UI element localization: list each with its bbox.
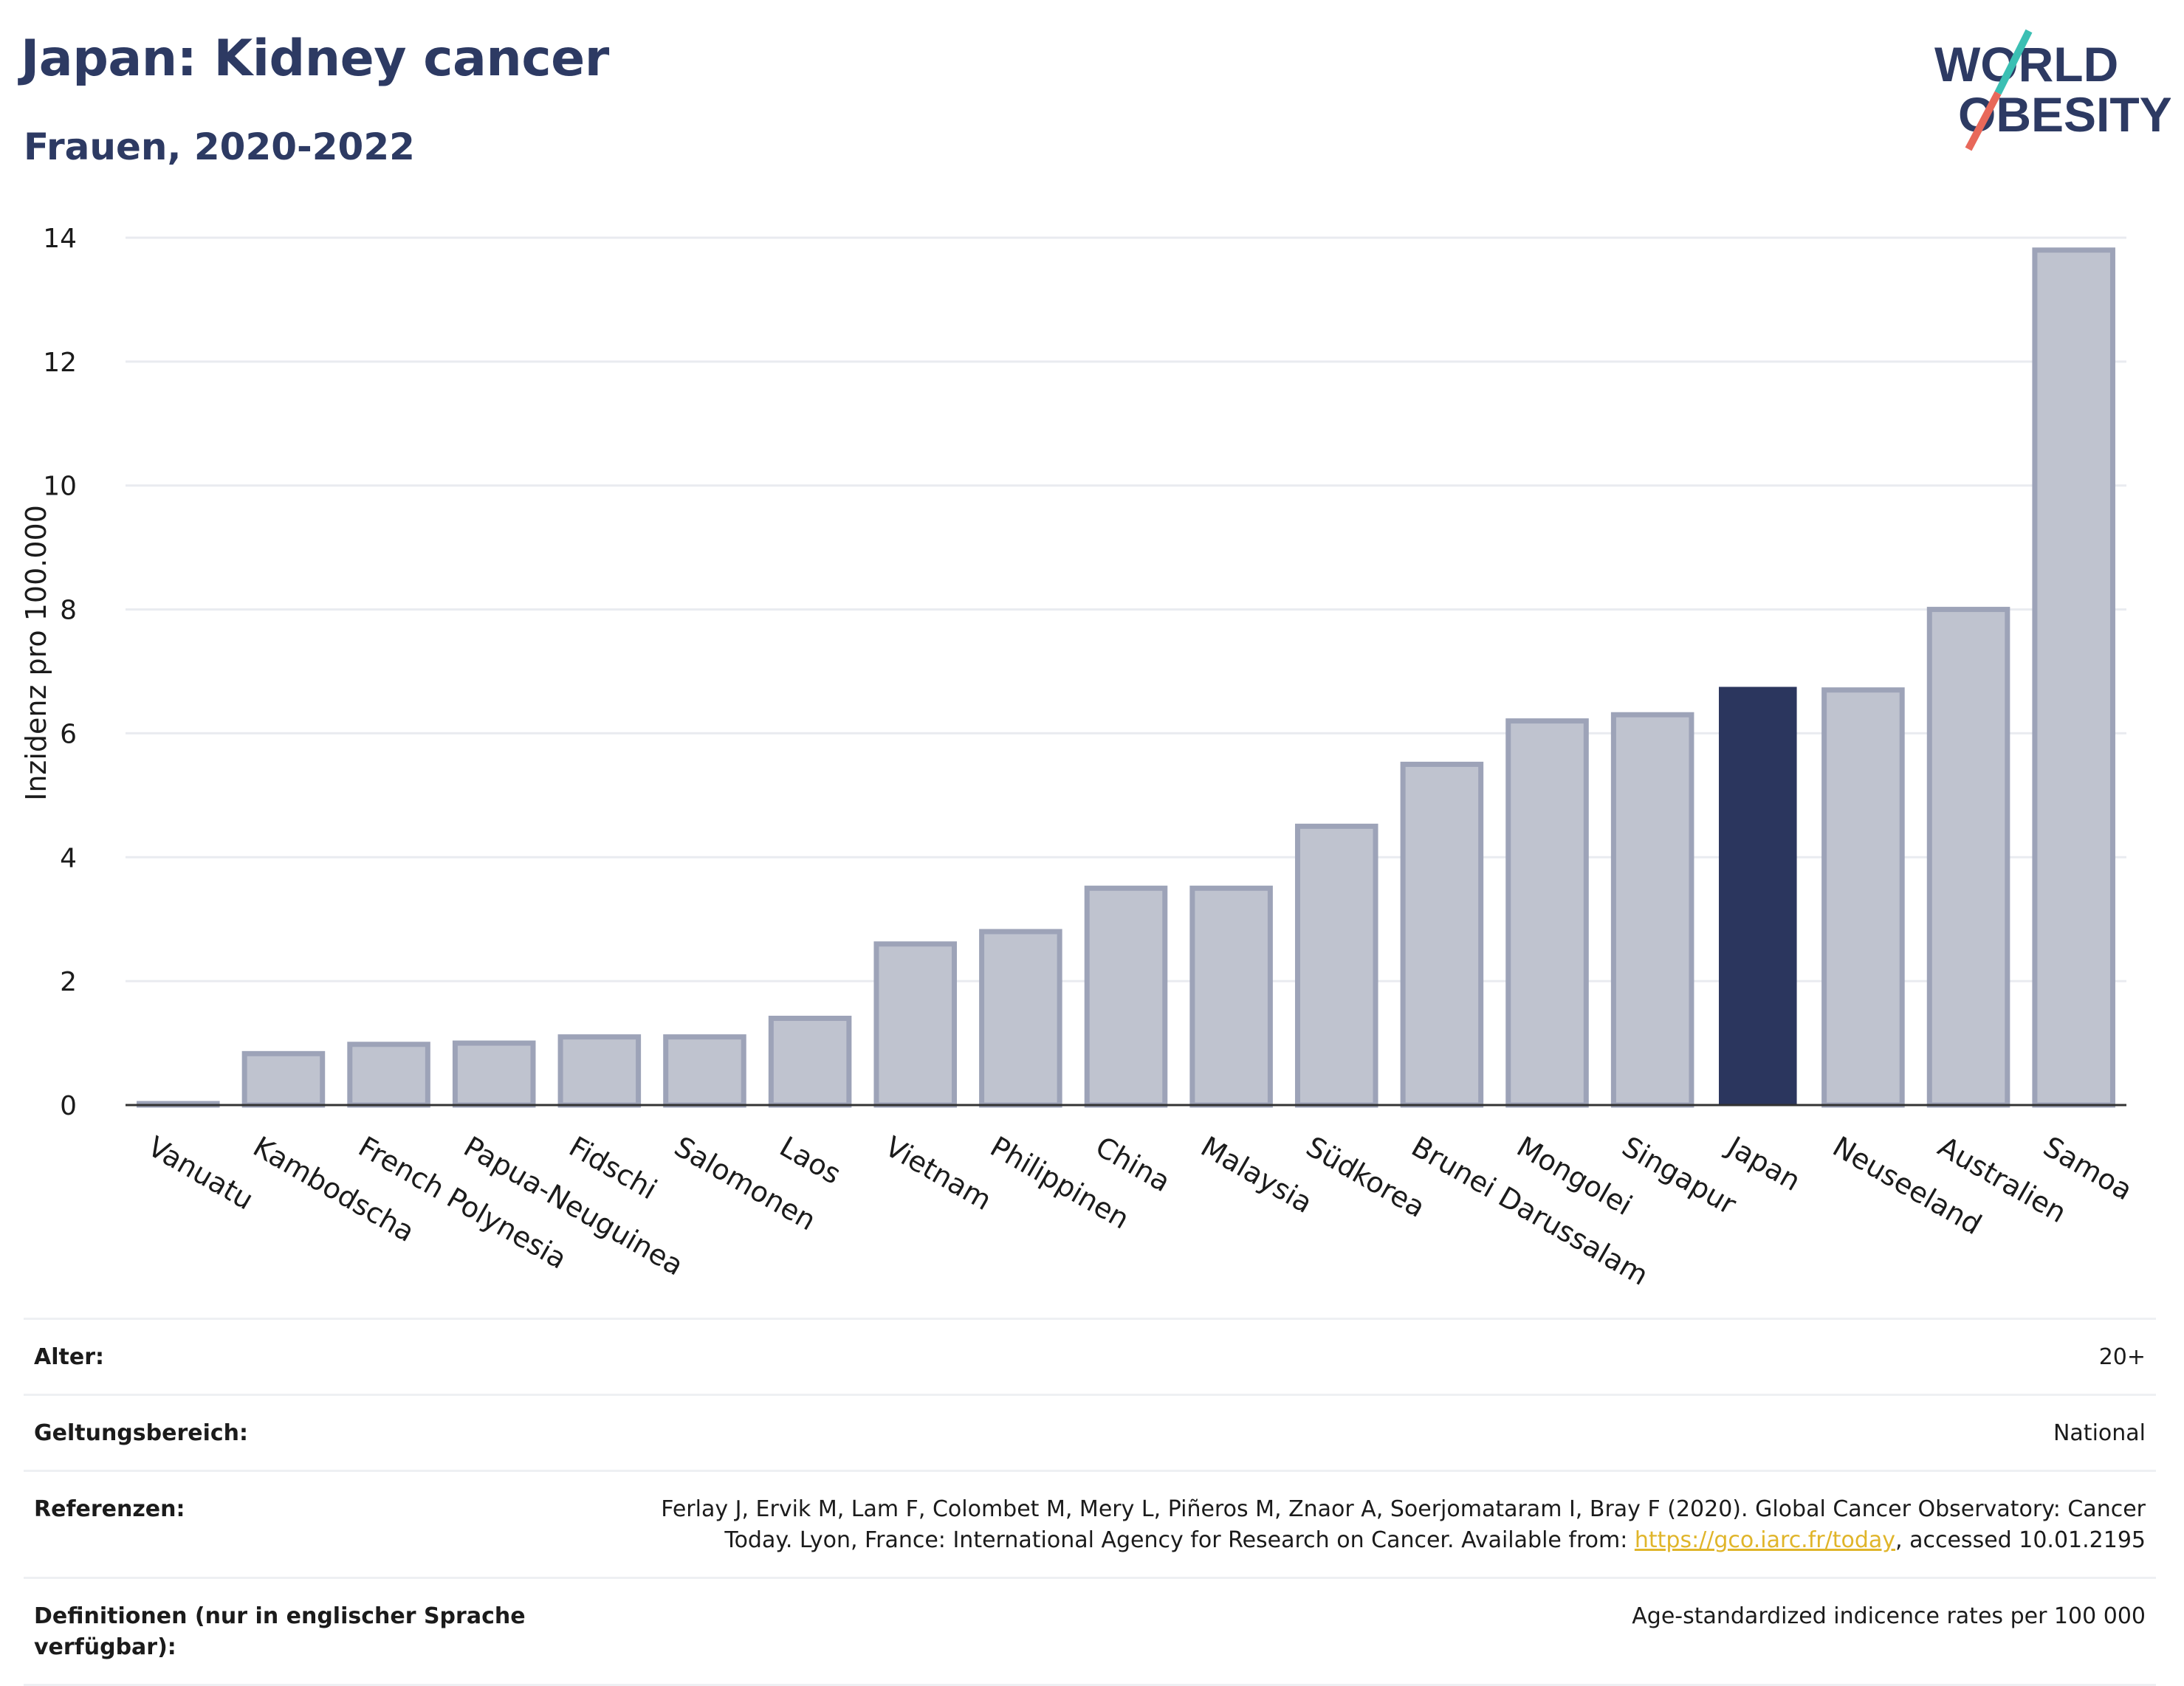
x-tick-label: Malaysia [1195,1130,1318,1219]
x-tick-label: Singapur [1617,1130,1742,1221]
y-tick-label: 8 [60,596,77,626]
chart-title: Japan: Kidney cancer [21,30,609,88]
y-axis-ticks: 0 2 4 6 8 10 12 14 [43,224,77,1121]
chart-subtitle: Frauen, 2020-2022 [24,125,415,168]
reference-text: Ferlay J, Ervik M, Lam F, Colombet M, Me… [661,1496,2146,1553]
y-tick-label: 10 [43,472,77,502]
bars [137,247,2115,1108]
y-tick-label: 14 [43,224,77,254]
bar-neuseeland [1821,687,1905,1108]
bar-singapur [1610,712,1694,1108]
x-tick-label: China [1091,1130,1176,1198]
meta-row-scope: Geltungsbereich: National [24,1396,2156,1472]
meta-key-definitions: Definitionen (nur in englischer Sprache … [34,1603,526,1660]
bar-china [1084,885,1168,1108]
x-tick-label: Laos [775,1130,847,1191]
bar-vietnam [873,941,958,1108]
world-obesity-logo: WORLD OBESITY [1934,29,2171,151]
y-tick-label: 4 [60,843,77,873]
meta-row-references: Referenzen: Ferlay J, Ervik M, Lam F, Co… [24,1472,2156,1579]
meta-row-definitions: Definitionen (nur in englischer Sprache … [24,1579,2156,1686]
bar-s-dkorea [1294,823,1378,1108]
x-tick-label: Südkorea [1301,1130,1431,1224]
meta-row-age: Alter: 20+ [24,1320,2156,1396]
x-tick-label: Vietnam [879,1130,997,1217]
bar-french-polynesia [347,1042,430,1108]
bar-samoa [2032,247,2115,1108]
meta-key-age: Alter: [34,1344,104,1370]
logo-word-world: WORLD [1934,37,2118,92]
bar-salomonen [663,1034,746,1108]
x-tick-label: Vanuatu [142,1130,259,1216]
reference-accessed: , accessed 10.01.2195 [1895,1527,2146,1553]
logo-slash-teal [1994,29,2033,95]
bar-philippinen [979,929,1062,1108]
bar-laos [768,1016,852,1108]
metadata-table: Alter: 20+ Geltungsbereich: National Ref… [24,1318,2156,1686]
y-tick-label: 0 [60,1091,77,1121]
reference-link[interactable]: https://gco.iarc.fr/today [1634,1527,1896,1553]
bar-malaysia [1189,885,1273,1108]
bar-fidschi [557,1034,642,1108]
y-tick-label: 12 [43,348,77,378]
logo-slash-red [1965,91,2002,151]
meta-value-age: 20+ [2098,1344,2146,1370]
bar-japan [1719,687,1797,1105]
meta-key-references: Referenzen: [34,1496,185,1522]
meta-value-references: Ferlay J, Ervik M, Lam F, Colombet M, Me… [588,1494,2146,1556]
bar-papua-neuguinea [452,1040,536,1108]
bar-australien [1926,607,2010,1108]
bar-kambodscha [241,1050,326,1108]
bar-mongolei [1505,718,1589,1108]
y-axis-label: Inzidenz pro 100.000 [20,505,52,801]
meta-value-scope: National [2053,1420,2146,1446]
y-tick-label: 6 [60,719,77,749]
meta-value-definitions: Age-standardized indicence rates per 100… [1632,1603,2146,1629]
y-tick-label: 2 [60,967,77,997]
meta-key-scope: Geltungsbereich: [34,1420,249,1446]
x-tick-label: Japan [1721,1129,1807,1197]
bar-brunei-darussalam [1400,761,1484,1108]
